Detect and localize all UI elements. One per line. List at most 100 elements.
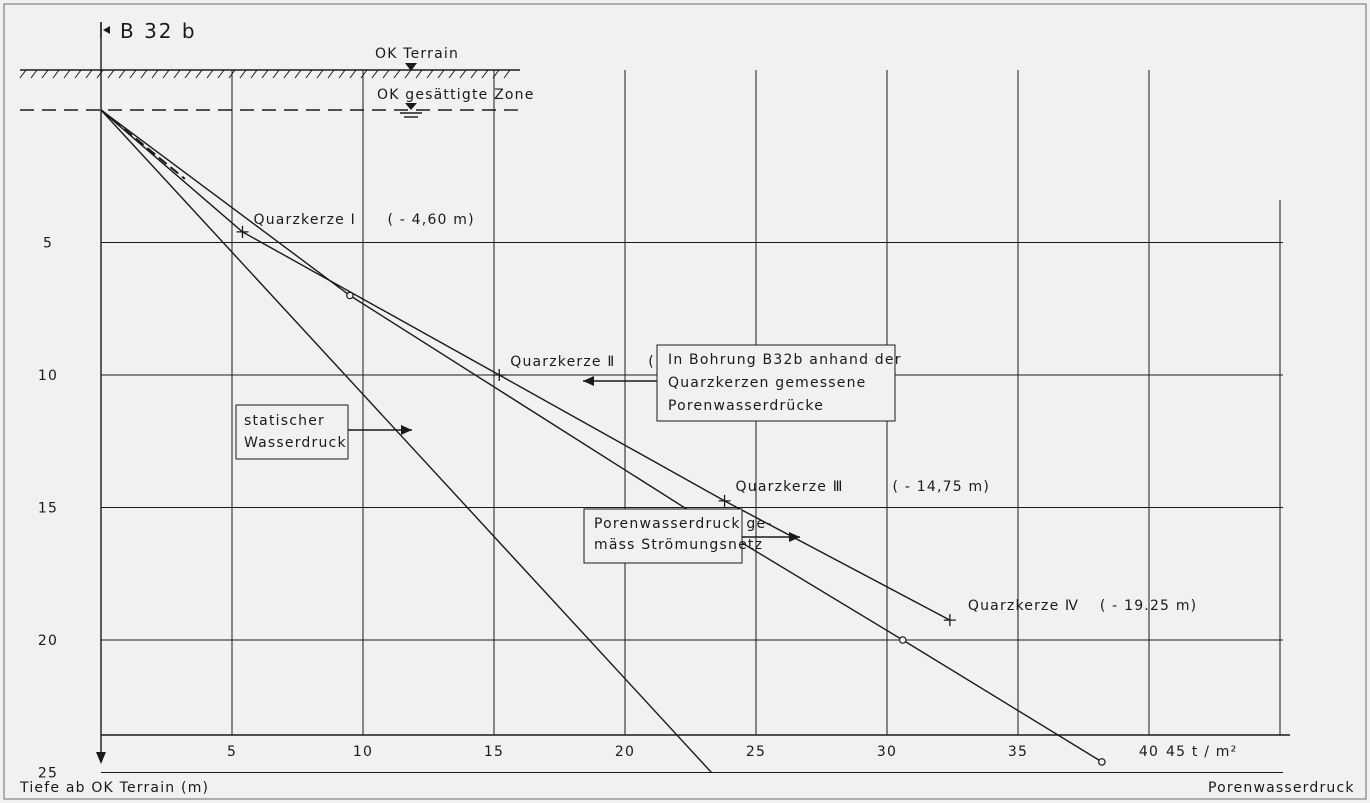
borehole-label: B 32 b: [120, 19, 197, 43]
data-point-circle: [898, 636, 907, 644]
quarzkerze-label-1: Quarzkerze Ⅰ: [253, 212, 355, 228]
x-tick-label: 25: [746, 744, 766, 760]
borehole-arrow-icon: [103, 26, 110, 34]
quarzkerze-label-4: Quarzkerze Ⅳ: [968, 598, 1079, 614]
data-point-circle: [1098, 758, 1106, 766]
series-line-0: [100, 109, 712, 773]
hatch-stroke: [371, 69, 379, 79]
hatch-stroke: [239, 69, 247, 79]
hatch-stroke: [338, 69, 346, 79]
hatch-stroke: [382, 69, 390, 79]
hatch-stroke: [316, 69, 324, 79]
grid: [101, 70, 1283, 773]
ok-terrain-label: OK Terrain: [375, 46, 459, 62]
hatch-stroke: [261, 69, 269, 79]
hatch-stroke: [217, 69, 225, 79]
hatch-stroke: [250, 69, 258, 79]
hatch-stroke: [140, 69, 148, 79]
annotation-text: Quarzkerzen gemessene: [668, 375, 866, 391]
hatch-stroke: [195, 69, 203, 79]
quarzkerze-label-2: Quarzkerze Ⅱ: [510, 354, 615, 370]
annotation-text: Porenwasserdrücke: [668, 398, 824, 414]
terrain-hatch: [19, 69, 511, 79]
arrowhead-icon: [401, 425, 412, 435]
quarzkerze-depth-1: ( - 4,60 m): [387, 212, 474, 228]
hatch-stroke: [459, 69, 467, 79]
hatch-stroke: [492, 69, 500, 79]
annotation-text: Wasserdruck: [244, 435, 347, 451]
hatch-stroke: [30, 69, 38, 79]
quarzkerze-depth-3: ( - 14,75 m): [893, 479, 990, 495]
hatch-stroke: [206, 69, 214, 79]
hatch-stroke: [481, 69, 489, 79]
hatch-stroke: [162, 69, 170, 79]
annotation-box-2: [656, 344, 896, 422]
saturated-zone-label: OK gesättigte Zone: [377, 87, 535, 103]
y-tick-label: 20: [38, 633, 58, 649]
hatch-stroke: [63, 69, 71, 79]
hatch-stroke: [41, 69, 49, 79]
data-point-circle: [346, 291, 354, 300]
water-table-icon: [405, 103, 417, 110]
quarzkerze-label-3: Quarzkerze Ⅲ: [736, 479, 844, 495]
hatch-stroke: [294, 69, 302, 79]
y-tick-label: 5: [43, 236, 53, 252]
data-point-plus: [236, 225, 249, 238]
hatch-stroke: [129, 69, 137, 79]
hatch-stroke: [404, 69, 412, 79]
terrain-marker-icon: [405, 63, 417, 71]
hatch-stroke: [151, 69, 159, 79]
quarzkerze-depth-4: ( - 19.25 m): [1100, 598, 1197, 614]
hatch-stroke: [118, 69, 126, 79]
annotation-text: Porenwasserdruck ge-: [594, 516, 773, 532]
hatch-stroke: [393, 69, 401, 79]
arrowhead-icon: [583, 376, 594, 386]
x-tick-label: 15: [484, 744, 504, 760]
data-point-plus: [718, 494, 731, 507]
data-point-plus: [493, 369, 506, 381]
annotation-text: statischer: [244, 413, 325, 429]
hatch-stroke: [184, 69, 192, 79]
hatch-stroke: [415, 69, 423, 79]
hatch-stroke: [52, 69, 60, 79]
hatch-stroke: [327, 69, 335, 79]
hatch-stroke: [305, 69, 313, 79]
y-tick-label: 10: [38, 368, 58, 384]
annotation-box-1: [235, 404, 349, 460]
y-tick-label: 15: [38, 501, 58, 517]
x-tick-label: 35: [1008, 744, 1028, 760]
x-tick-label: 30: [877, 744, 897, 760]
x-tick-label: 10: [353, 744, 373, 760]
x-tick-label: 40: [1139, 744, 1159, 760]
hatch-stroke: [283, 69, 291, 79]
y-axis-title: Tiefe ab OK Terrain (m): [19, 780, 209, 796]
arrowhead-icon: [789, 532, 800, 542]
x-axis-title: Porenwasserdruck: [1208, 780, 1355, 796]
hatch-stroke: [74, 69, 82, 79]
y-axis-arrow-icon: [96, 752, 106, 764]
hatch-stroke: [470, 69, 478, 79]
data-point-plus: [943, 614, 956, 627]
x-unit-label: 45 t / m²: [1166, 744, 1237, 760]
hatch-stroke: [272, 69, 280, 79]
measured-dash-segment: [100, 109, 186, 180]
hatch-stroke: [349, 69, 357, 79]
annotation-box-3: [583, 508, 743, 564]
hatch-stroke: [503, 69, 511, 79]
hatch-stroke: [228, 69, 236, 79]
annotation-text: mäss Strömungsnetz: [594, 537, 763, 553]
x-tick-label: 5: [227, 744, 237, 760]
hatch-stroke: [448, 69, 456, 79]
hatch-stroke: [19, 69, 27, 79]
hatch-stroke: [437, 69, 445, 79]
annotation-text: In Bohrung B32b anhand der: [668, 352, 902, 368]
tick-labels: 5 10 15 20 25 30 35 40 5 10 15 20 25: [38, 236, 1159, 782]
y-tick-label: 25: [38, 766, 58, 782]
hatch-stroke: [85, 69, 93, 79]
hatch-stroke: [107, 69, 115, 79]
annotations: statischer Wasserdruck In Bohrung B32b anh…: [235, 344, 902, 564]
hatch-stroke: [360, 69, 368, 79]
x-tick-label: 20: [615, 744, 635, 760]
hatch-stroke: [173, 69, 181, 79]
